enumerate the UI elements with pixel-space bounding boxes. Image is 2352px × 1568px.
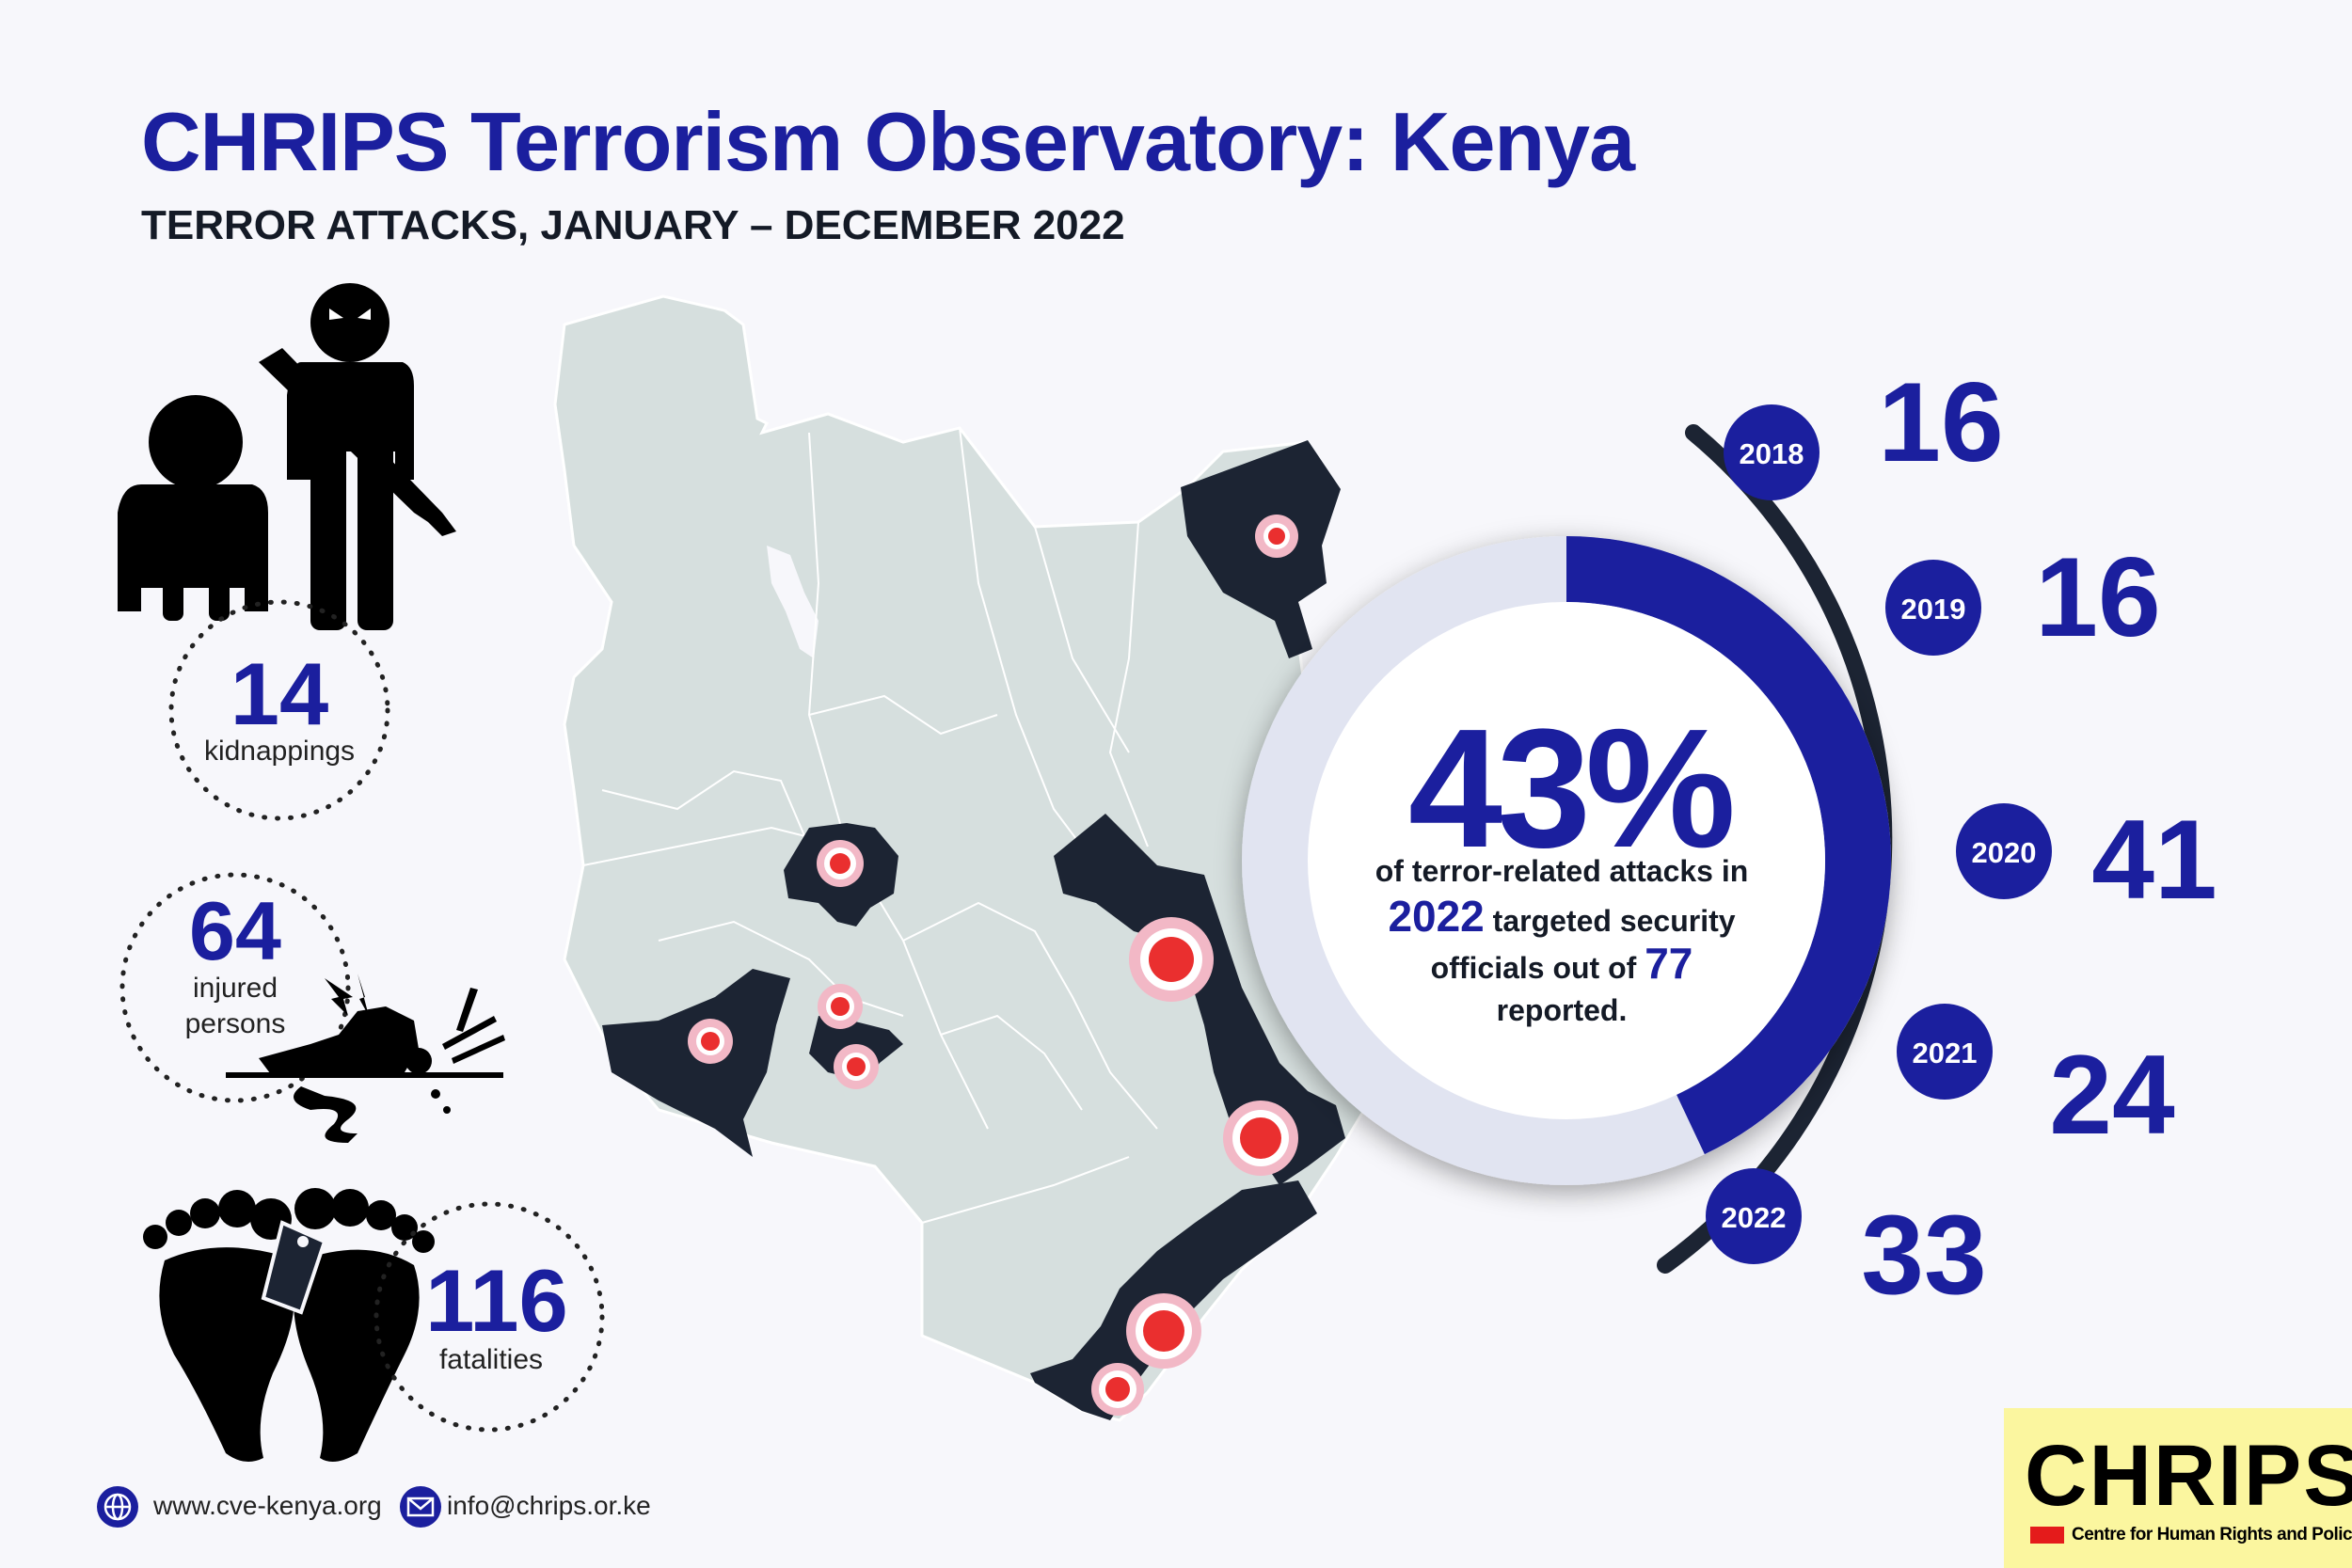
percent-line3-prefix: officials out of (1431, 951, 1645, 985)
marker-isiolo (817, 840, 864, 887)
stat-fatalities: 116 fatalities (373, 1201, 605, 1433)
timeline-item-2021: 2021 24 (1897, 1004, 2175, 1158)
timeline-count: 41 (2091, 797, 2217, 923)
injured-label-1: injured (193, 973, 278, 1004)
kenya-map (553, 294, 1366, 1422)
lake-turkana (767, 546, 818, 658)
stat-kidnappings: 14 kidnappings (168, 599, 390, 821)
kidnapping-icon (118, 283, 456, 630)
timeline-year: 2019 (1901, 593, 1966, 626)
logo-tagline: Centre for Human Rights and Policy Studi… (2072, 1525, 2352, 1544)
timeline-count: 33 (1861, 1192, 1986, 1318)
timeline-year: 2018 (1740, 437, 1804, 470)
marker-central-2 (834, 1044, 879, 1089)
county-west-a (602, 969, 790, 1157)
chrips-logo: CHRIPS Centre for Human Rights and Polic… (2004, 1408, 2352, 1568)
percent-line4: reported. (1497, 993, 1628, 1027)
fatalities-label: fatalities (439, 1344, 543, 1375)
attack-markers (688, 515, 1298, 1416)
kidnappings-label: kidnappings (204, 736, 355, 767)
timeline-count: 24 (2049, 1032, 2175, 1158)
percent-line3: officials out of 77 (1431, 939, 1693, 988)
timeline-item-2019: 2019 16 (1885, 534, 2161, 660)
page-subtitle: TERROR ATTACKS, JANUARY – DECEMBER 2022 (141, 202, 1125, 248)
page-title: CHRIPS Terrorism Observatory: Kenya (141, 95, 1635, 188)
fatalities-value: 116 (425, 1251, 568, 1350)
timeline-year: 2022 (1722, 1201, 1787, 1234)
marker-mandera (1255, 515, 1298, 558)
percent-total: 77 (1645, 939, 1692, 988)
timeline-count: 16 (2035, 534, 2160, 660)
injured-label-2: persons (185, 1008, 286, 1039)
timeline: 2018 16 2019 16 2020 41 2021 24 2022 33 (1657, 359, 2217, 1318)
stat-injured: 64 injured persons (119, 872, 351, 1103)
marker-garissa-1 (1129, 917, 1214, 1002)
timeline-year: 2021 (1913, 1037, 1978, 1069)
injured-value: 64 (189, 884, 281, 977)
timeline-year: 2020 (1972, 836, 2037, 869)
footer-email[interactable]: info@chrips.or.ke (447, 1491, 651, 1520)
marker-west-a (688, 1019, 733, 1064)
donut-center (1308, 602, 1825, 1119)
percent-value: 43% (1408, 694, 1732, 883)
logo-red-bar (2030, 1527, 2064, 1544)
timeline-item-2020: 2020 41 (1956, 797, 2217, 923)
timeline-item-2022: 2022 33 (1706, 1168, 1987, 1318)
logo-name: CHRIPS (2025, 1428, 2352, 1524)
feet-icon (143, 1188, 435, 1462)
percent-text: 43% of terror-related attacks in 2022 ta… (1375, 694, 1749, 1027)
percent-line2-rest: targeted security (1485, 904, 1736, 938)
marker-lamu-1 (1126, 1293, 1201, 1369)
mail-icon (400, 1486, 441, 1528)
county-garissa (1054, 814, 1345, 1185)
timeline-count: 16 (1878, 359, 2003, 485)
percent-year: 2022 (1388, 892, 1484, 941)
marker-central-1 (818, 984, 863, 1029)
marker-garissa-2 (1223, 1101, 1298, 1176)
marker-lamu-2 (1091, 1363, 1144, 1416)
donut-arc-fill (1566, 536, 1891, 1155)
timeline-item-2018: 2018 16 (1724, 359, 2004, 500)
percent-line1: of terror-related attacks in (1375, 854, 1749, 888)
percent-line2: 2022 targeted security (1388, 892, 1735, 941)
injured-person-icon (226, 974, 505, 1143)
globe-icon (97, 1486, 138, 1528)
footer-website[interactable]: www.cve-kenya.org (153, 1491, 382, 1520)
kidnappings-value: 14 (230, 644, 329, 743)
